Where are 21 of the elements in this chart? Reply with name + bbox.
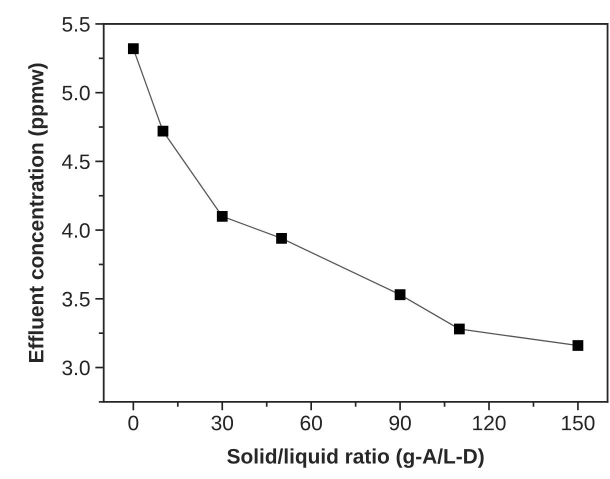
y-tick-label: 4.5 (62, 154, 90, 170)
x-tick-label: 0 (128, 416, 138, 430)
y-tick-label: 5.5 (62, 17, 90, 32)
point (454, 324, 465, 334)
point (158, 126, 168, 137)
y-tick-label: 4.0 (62, 223, 90, 238)
x-tick-label: 90 (389, 416, 411, 430)
point (276, 232, 287, 244)
x-tick-label: 60 (300, 416, 322, 430)
y-tick-label: 5.0 (62, 86, 90, 100)
point (216, 210, 228, 222)
point (572, 340, 584, 351)
y-tick-label: 3.5 (62, 292, 90, 307)
x-axis-title: Solid/liquid ratio (g-A/L-D) (227, 448, 484, 468)
x-tick-label: 30 (211, 416, 234, 430)
y-axis-title: Effluent concentration (ppmw) (28, 63, 48, 362)
x-tick-label: 120 (473, 416, 506, 430)
point (128, 43, 139, 54)
point (394, 289, 406, 300)
y-tick-label: 3.0 (62, 360, 90, 376)
x-tick-label: 150 (562, 416, 594, 430)
